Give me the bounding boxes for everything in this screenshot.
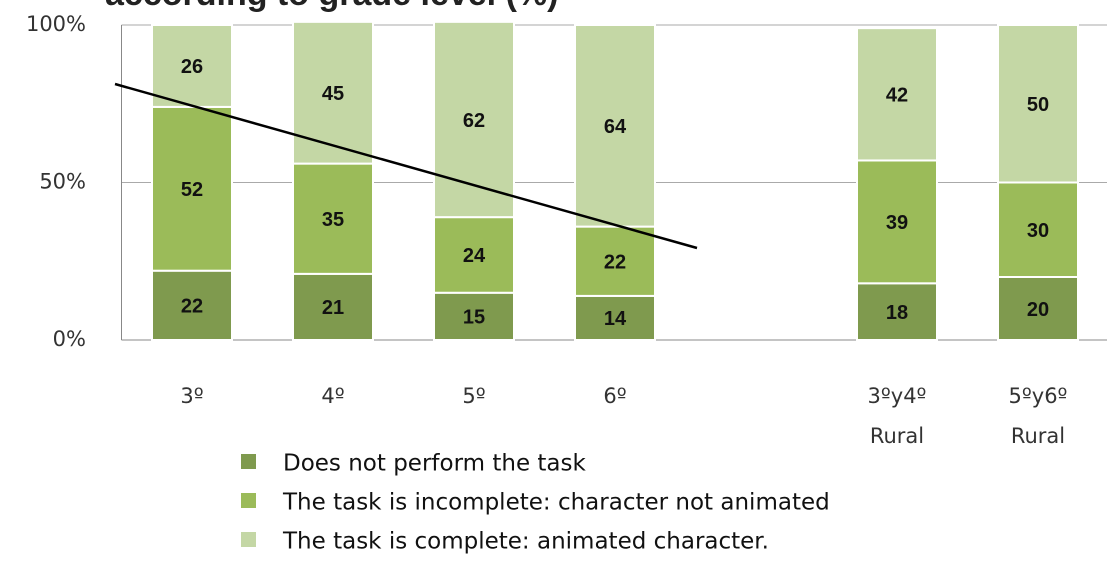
data-label: 22	[604, 252, 626, 274]
data-label: 30	[1027, 220, 1049, 242]
legend-label: The task is incomplete: character not an…	[282, 490, 830, 516]
data-label: 42	[886, 85, 908, 107]
bar-segment	[574, 225, 656, 297]
legend-label: Does not perform the task	[283, 451, 586, 477]
y-tick-label: 100%	[26, 12, 86, 36]
data-label: 21	[322, 297, 344, 319]
x-tick-label: 3ºy4º Rural	[868, 384, 927, 448]
x-tick-label: 6º	[603, 384, 626, 408]
bar-segment	[292, 20, 374, 165]
y-tick-label: 50%	[39, 170, 86, 194]
chart-title: according to grade level (%)	[105, 0, 558, 13]
data-label: 18	[886, 302, 908, 324]
data-label: 26	[181, 56, 203, 78]
trend-line	[114, 82, 698, 250]
bar-segment	[151, 24, 233, 108]
data-label: 22	[181, 296, 203, 318]
data-label: 14	[604, 308, 627, 330]
data-label: 20	[1027, 299, 1049, 321]
x-tick-label: 4º	[321, 384, 344, 408]
data-label: 24	[463, 245, 486, 267]
x-tick-label: 5º	[462, 384, 485, 408]
data-label: 64	[604, 116, 627, 138]
bar-segment	[574, 24, 656, 228]
legend-swatch	[241, 532, 256, 547]
bar-segment	[151, 269, 233, 342]
legend-label: The task is complete: animated character…	[282, 529, 769, 555]
bar-segment	[997, 181, 1079, 278]
bar-segment	[997, 276, 1079, 341]
bar-segment	[433, 216, 515, 294]
data-label: 15	[463, 307, 485, 329]
x-tick-label: 5ºy6º Rural	[1009, 384, 1068, 448]
data-label: 35	[322, 209, 344, 231]
data-label: 50	[1027, 94, 1049, 116]
bar-segment	[292, 162, 374, 275]
data-label: 39	[886, 212, 908, 234]
bar-segment	[856, 282, 938, 341]
bar-segment	[151, 105, 233, 272]
data-label: 62	[463, 110, 485, 132]
x-tick-label: 3º	[180, 384, 203, 408]
bar-segment	[433, 291, 515, 341]
bar-segment	[856, 27, 938, 162]
bar-segment	[292, 272, 374, 342]
bar-segment	[997, 24, 1079, 184]
data-label: 45	[322, 83, 344, 105]
data-label: 52	[181, 179, 203, 201]
legend-swatch	[241, 454, 256, 469]
legend-swatch	[241, 493, 256, 508]
y-tick-label: 0%	[53, 327, 86, 351]
